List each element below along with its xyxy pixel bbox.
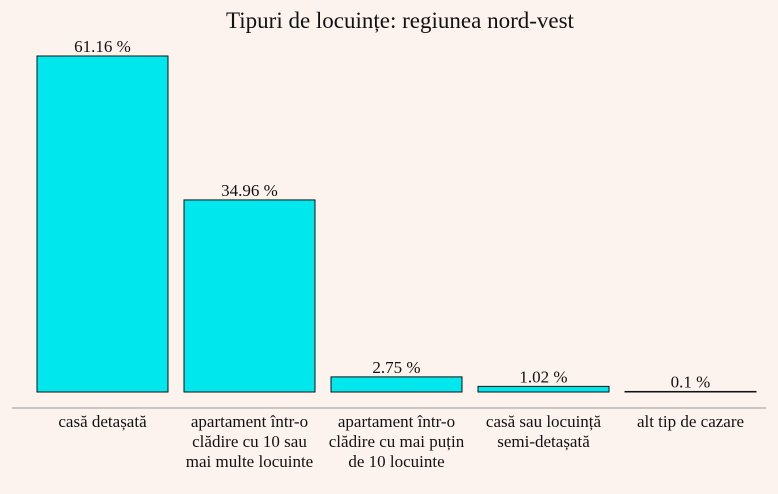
x-tick-label: alt tip de cazare [636, 412, 745, 431]
x-tick-label: casă detașată [58, 412, 147, 431]
x-tick-label: apartament într-o clădire cu mai puțin d… [328, 412, 465, 471]
bar [330, 376, 463, 393]
x-tick-label: apartament într-o clădire cu 10 sau mai … [185, 412, 314, 471]
bar [36, 55, 169, 393]
value-label: 1.02 % [519, 367, 567, 386]
value-label: 2.75 % [372, 358, 420, 377]
bar [624, 390, 757, 393]
x-tick-label: casă sau locuință semi-detașată [485, 412, 602, 451]
chart-title: Tipuri de locuințe: regiunea nord-vest [226, 8, 575, 33]
bar [183, 199, 316, 393]
value-label: 61.16 % [74, 37, 131, 56]
value-label: 34.96 % [221, 181, 278, 200]
value-label: 0.1 % [671, 372, 711, 391]
bar [477, 385, 610, 393]
